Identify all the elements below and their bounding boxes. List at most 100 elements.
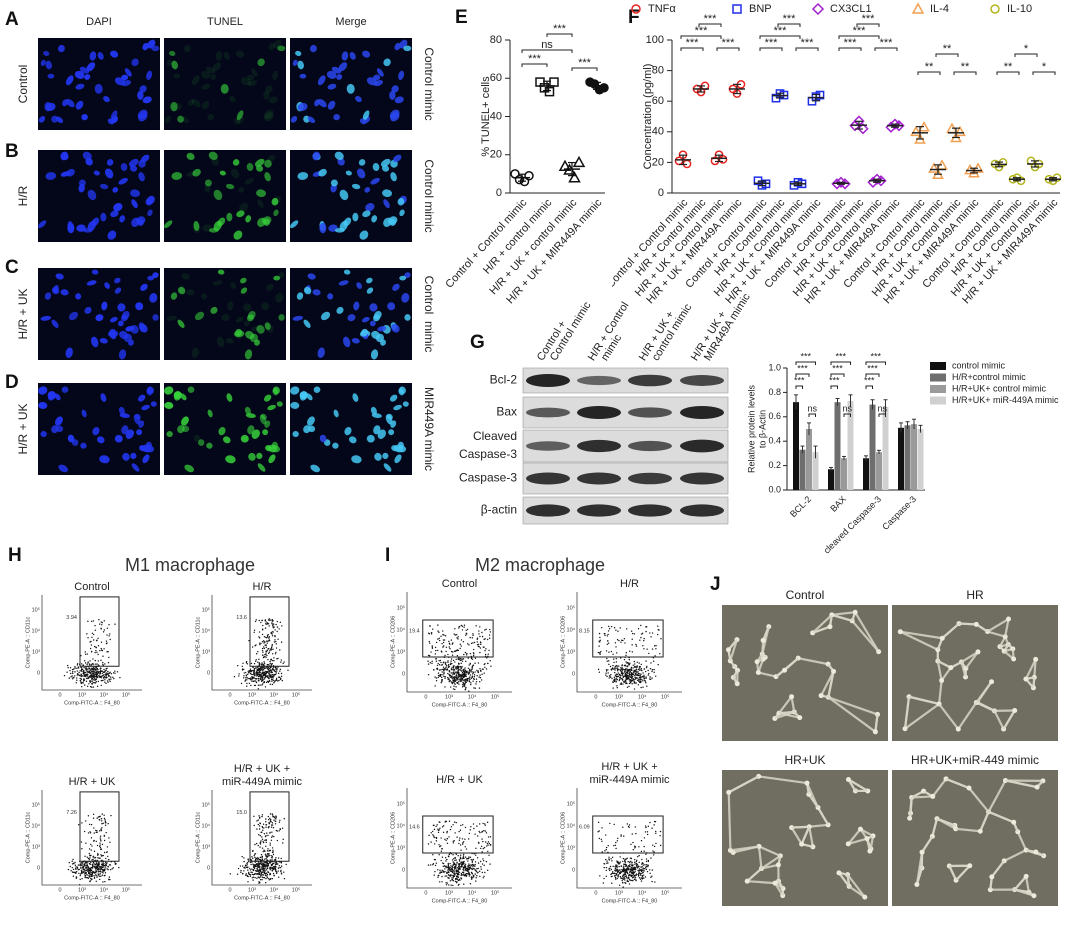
nucleus [45,60,52,70]
event-dot [598,837,601,840]
event-dot [270,664,272,666]
nucleus [212,280,223,286]
nucleus [393,404,402,411]
event-dot [452,669,454,671]
nucleus [183,44,191,53]
event-dot [651,827,653,829]
event-dot [630,875,632,877]
nucleus [272,70,279,80]
event-dot [71,668,74,671]
data-point [558,159,572,171]
event-dot [92,666,95,669]
event-dot [461,686,464,688]
event-dot [271,856,273,859]
event-dot [265,622,267,625]
event-dot [250,670,253,673]
event-dot [459,844,462,846]
event-dot [469,636,471,639]
event-dot [269,649,271,652]
event-dot [453,677,456,679]
event-dot [105,682,107,685]
event-dot [452,880,455,882]
event-dot [630,866,633,869]
significance-label: *** [870,351,881,361]
cell-cluster [902,726,908,732]
nucleus [191,347,199,358]
event-dot [256,828,258,830]
event-dot [448,853,451,856]
event-dot [248,871,250,874]
event-dot [601,840,603,843]
event-dot [626,869,629,871]
event-dot [100,829,103,832]
event-dot [275,651,277,654]
micrograph-background [164,268,286,360]
event-dot [277,870,279,872]
event-dot [624,869,626,872]
plot-axes [41,790,142,886]
nucleus [124,68,132,77]
event-dot [270,863,273,866]
event-dot [428,834,430,837]
event-dot [608,677,610,679]
event-dot [257,650,259,653]
event-dot [90,675,92,678]
event-dot [620,835,622,837]
nucleus [135,302,144,311]
event-dot [429,625,431,627]
event-dot [254,876,256,879]
event-dot [457,884,460,886]
y-tick-label: 0 [496,187,502,199]
event-dot [106,627,109,629]
nucleus [208,151,218,160]
event-dot [454,874,456,876]
event-dot [616,667,619,669]
event-dot [271,680,273,682]
event-dot [437,624,439,626]
event-dot [625,681,627,683]
event-dot [92,855,95,858]
event-dot [90,866,93,869]
nucleus [392,283,400,291]
event-dot [481,838,483,840]
event-dot [267,871,269,873]
event-dot [271,813,273,815]
event-dot [275,871,277,873]
nucleus [170,292,178,300]
event-dot [271,864,273,867]
event-dot [478,676,480,678]
event-dot [277,876,280,878]
event-dot [100,818,103,820]
event-dot [620,683,623,686]
nucleus [292,431,299,438]
event-dot [637,856,639,858]
event-dot [443,634,445,636]
event-dot [268,664,270,666]
legend-swatch [930,385,946,393]
event-dot [624,873,627,875]
blot-band [577,406,621,419]
event-dot [118,866,120,869]
event-dot [489,836,492,838]
event-dot [652,850,654,852]
event-dot [260,856,262,859]
significance-bracket [996,71,1020,75]
nucleus [343,269,351,275]
event-dot [616,840,619,842]
event-dot [258,873,261,876]
event-dot [76,670,79,672]
event-dot [460,670,463,672]
event-dot [649,678,652,681]
event-dot [83,666,85,669]
event-dot [85,680,88,683]
event-dot [267,680,270,683]
event-dot [93,832,95,834]
nucleus [399,209,405,217]
nucleus [93,170,100,176]
data-point [524,171,534,181]
event-dot [619,657,622,659]
event-dot [636,668,638,671]
event-dot [436,869,439,871]
event-dot [453,650,456,653]
event-dot [106,634,108,636]
